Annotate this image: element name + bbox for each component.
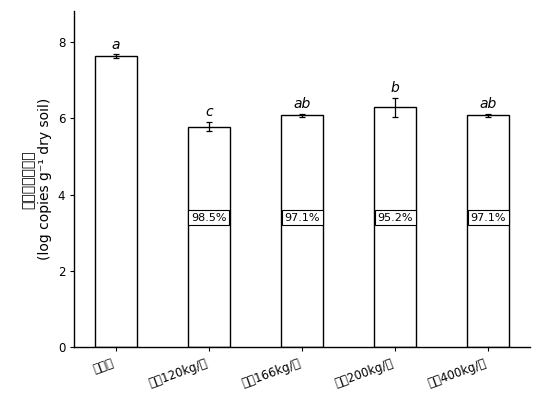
Text: 97.1%: 97.1% [285, 213, 320, 223]
Text: ab: ab [293, 97, 311, 111]
Bar [95, 56, 137, 348]
Text: 95.2%: 95.2% [378, 213, 413, 223]
Bar [188, 127, 230, 348]
Text: a: a [111, 38, 120, 52]
Bar [467, 115, 509, 348]
Bar [374, 107, 416, 348]
Text: b: b [391, 81, 399, 95]
Bar [281, 115, 323, 348]
Text: 98.5%: 98.5% [191, 213, 227, 223]
Text: ab: ab [480, 97, 497, 111]
Text: 97.1%: 97.1% [471, 213, 506, 223]
Text: c: c [205, 105, 213, 119]
Y-axis label: 尖孢镰刀菌数量
(log copies g⁻¹ dry soil): 尖孢镰刀菌数量 (log copies g⁻¹ dry soil) [22, 98, 52, 260]
